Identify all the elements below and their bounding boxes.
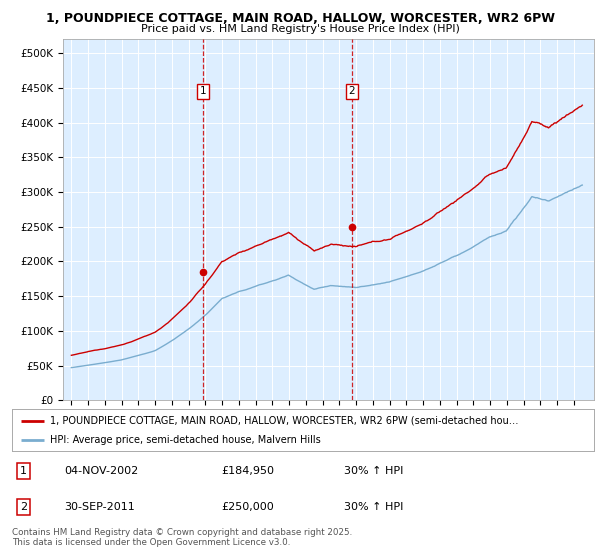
Text: 1, POUNDPIECE COTTAGE, MAIN ROAD, HALLOW, WORCESTER, WR2 6PW (semi-detached hou…: 1, POUNDPIECE COTTAGE, MAIN ROAD, HALLOW… bbox=[50, 416, 518, 426]
Text: 30% ↑ HPI: 30% ↑ HPI bbox=[344, 466, 403, 476]
Text: 04-NOV-2002: 04-NOV-2002 bbox=[64, 466, 139, 476]
Text: 1, POUNDPIECE COTTAGE, MAIN ROAD, HALLOW, WORCESTER, WR2 6PW: 1, POUNDPIECE COTTAGE, MAIN ROAD, HALLOW… bbox=[46, 12, 554, 25]
Text: Contains HM Land Registry data © Crown copyright and database right 2025.
This d: Contains HM Land Registry data © Crown c… bbox=[12, 528, 352, 547]
Text: 1: 1 bbox=[200, 86, 206, 96]
Text: 1: 1 bbox=[20, 466, 27, 476]
Text: 2: 2 bbox=[20, 502, 27, 512]
Text: 30-SEP-2011: 30-SEP-2011 bbox=[64, 502, 135, 512]
Text: £184,950: £184,950 bbox=[221, 466, 275, 476]
Text: 2: 2 bbox=[349, 86, 355, 96]
Text: £250,000: £250,000 bbox=[221, 502, 274, 512]
Text: HPI: Average price, semi-detached house, Malvern Hills: HPI: Average price, semi-detached house,… bbox=[50, 435, 320, 445]
Text: Price paid vs. HM Land Registry's House Price Index (HPI): Price paid vs. HM Land Registry's House … bbox=[140, 24, 460, 34]
Text: 30% ↑ HPI: 30% ↑ HPI bbox=[344, 502, 403, 512]
